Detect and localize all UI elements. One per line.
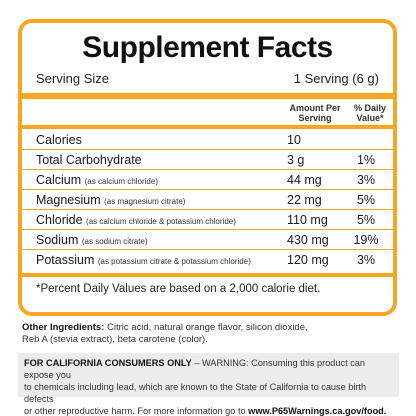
warning-line-1: – WARNING: Consuming this product can ex… (24, 358, 366, 380)
nutrient-amount: 22 mg (287, 193, 322, 207)
footer-divider (22, 273, 393, 277)
nutrient-amount: 430 mg (287, 233, 329, 247)
panel-title: Supplement Facts (82, 31, 333, 64)
nutrient-table: Calories 10 Total Carbohydrate 3 g 1% Ca… (22, 130, 393, 270)
serving-size-value: 1 Serving (6 g) (293, 71, 379, 86)
california-warning: FOR CALIFORNIA CONSUMERS ONLY – WARNING:… (18, 353, 399, 416)
header-daily-value: % Daily Value* (353, 103, 386, 123)
nutrient-dv: 3% (356, 253, 376, 267)
nutrient-name: Calories (36, 133, 82, 147)
nutrient-row-potassium: Potassium (as potassium citrate & potass… (22, 250, 393, 270)
nutrient-dv: 3% (356, 173, 376, 187)
header-divider (22, 125, 393, 129)
nutrient-name: Magnesium (as magnesium citrate) (36, 193, 186, 207)
serving-size-label: Serving Size (36, 71, 109, 86)
ingredients-line-2: Reb A (stevia extract), beta carotene (c… (22, 334, 208, 345)
serving-size-row: Serving Size 1 Serving (6 g) (36, 71, 379, 91)
warning-line-3: or other reproductive harm. For more inf… (24, 406, 249, 416)
nutrient-dv: 5% (356, 193, 376, 207)
nutrient-name: Calcium (as calcium chloride) (36, 173, 158, 187)
header-amount-per-serving: Amount Per Serving (289, 103, 341, 123)
nutrient-name: Chloride (as calcium chloride & potassiu… (36, 213, 236, 227)
nutrient-row-magnesium: Magnesium (as magnesium citrate) 22 mg 5… (22, 190, 393, 210)
thick-divider (22, 93, 393, 99)
warning-label: FOR CALIFORNIA CONSUMERS ONLY (24, 358, 192, 368)
nutrient-amount: 3 g (287, 153, 305, 167)
nutrient-source-note: (as calcium chloride) (84, 177, 158, 186)
nutrient-row-calories: Calories 10 (22, 130, 393, 150)
nutrient-name: Sodium (as sodium citrate) (36, 233, 148, 247)
nutrient-amount: 10 (287, 133, 301, 147)
nutrient-dv: 5% (356, 213, 376, 227)
nutrient-amount: 120 mg (287, 253, 329, 267)
ingredients-label: Other Ingredients: (22, 322, 105, 333)
nutrient-dv: 1% (356, 153, 376, 167)
nutrient-name: Total Carbohydrate (36, 153, 142, 167)
nutrient-row-calcium: Calcium (as calcium chloride) 44 mg 3% (22, 170, 393, 190)
supplement-facts-panel: Supplement Facts Serving Size 1 Serving … (18, 19, 397, 316)
nutrient-source-note: (as calcium chloride & potassium chlorid… (86, 217, 236, 226)
nutrient-amount: 44 mg (287, 173, 322, 187)
nutrient-source-note: (as potassium citrate & potassium chlori… (97, 257, 251, 266)
nutrient-name: Potassium (as potassium citrate & potass… (36, 253, 251, 267)
nutrient-row-sodium: Sodium (as sodium citrate) 430 mg 19% (22, 230, 393, 250)
daily-value-footnote: *Percent Daily Values are based on a 2,0… (36, 283, 321, 295)
other-ingredients: Other Ingredients: Citric acid, natural … (22, 322, 402, 346)
nutrient-source-note: (as sodium citrate) (81, 237, 148, 246)
ingredients-line-1: Citric acid, natural orange flavor, sili… (104, 322, 308, 333)
warning-link: www.P65Warnings.ca.gov/food. (248, 406, 387, 416)
nutrient-source-note: (as magnesium citrate) (104, 197, 186, 206)
nutrient-amount: 110 mg (287, 213, 328, 227)
nutrient-row-carbohydrate: Total Carbohydrate 3 g 1% (22, 150, 393, 170)
nutrient-dv: 19% (353, 233, 379, 247)
nutrient-row-chloride: Chloride (as calcium chloride & potassiu… (22, 210, 393, 230)
warning-line-2: to chemicals including lead, which are k… (24, 382, 367, 404)
